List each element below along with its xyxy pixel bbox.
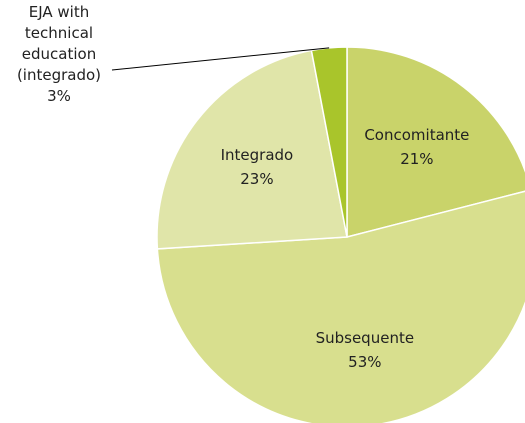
label-text: Concomitante: [364, 125, 470, 144]
label-text: 21%: [400, 149, 434, 168]
pie-slice: [156, 190, 525, 423]
slice-label: Subsequente 53%: [316, 326, 414, 374]
label-text: Integrado: [220, 146, 294, 165]
label-text: Subsequente: [315, 328, 415, 347]
leader-line: [111, 47, 330, 71]
label-text: 23%: [240, 170, 274, 189]
pie-slice: [346, 46, 525, 238]
pie-slice: [156, 49, 348, 250]
slice-label: EJA with technical education (integrado)…: [0, 2, 118, 107]
label-text: 53%: [348, 352, 382, 371]
pie-slice: [310, 46, 348, 238]
slice-label: Integrado 23%: [221, 143, 294, 191]
slice-label: Concomitante 21%: [364, 123, 469, 171]
label-text: EJA with technical education (integrado): [16, 3, 102, 84]
label-text: 3%: [47, 87, 71, 105]
